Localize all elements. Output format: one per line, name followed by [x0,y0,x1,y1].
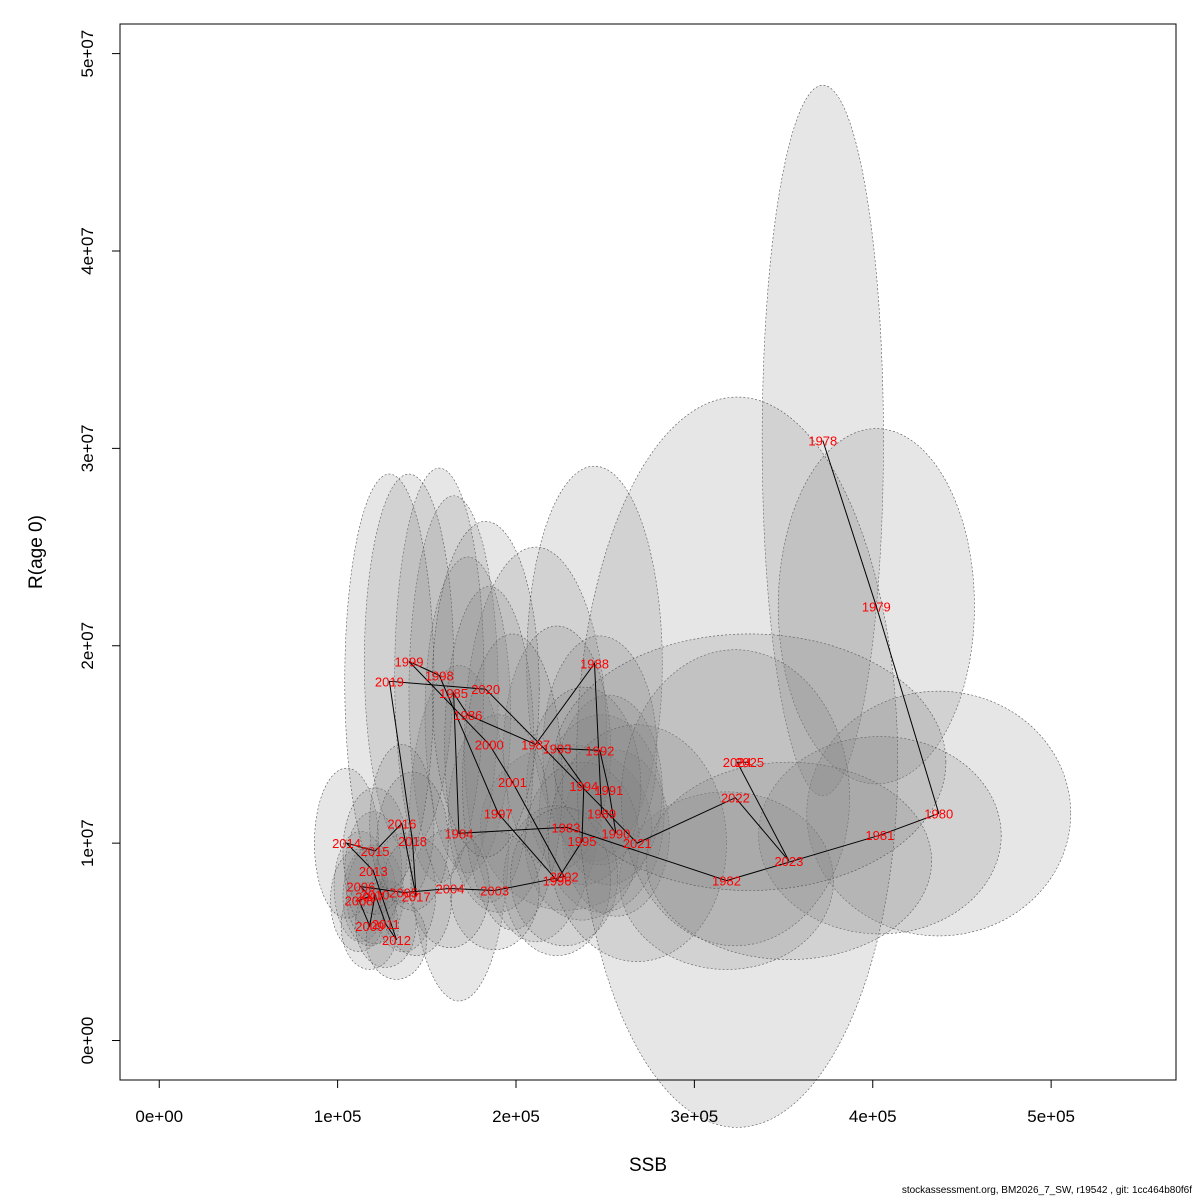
year-label-2003: 2003 [480,884,509,899]
footer-credit: stockassessment.org, BM2026_7_SW, r19542… [901,1185,1192,1196]
year-label-1994: 1994 [569,779,598,794]
x-tick-label: 2e+05 [492,1107,540,1126]
year-label-1997: 1997 [484,807,513,822]
year-label-2000: 2000 [475,737,504,752]
year-label-1981: 1981 [865,828,894,843]
year-label-1985: 1985 [439,686,468,701]
y-tick-label: 4e+07 [78,227,97,275]
year-label-2008: 2008 [345,893,374,908]
year-label-2020: 2020 [471,682,500,697]
year-label-2013: 2013 [359,864,388,879]
year-label-2024: 2024 [723,755,752,770]
x-tick-label: 4e+05 [849,1107,897,1126]
year-label-2011: 2011 [372,917,400,932]
x-tick-label: 5e+05 [1027,1107,1075,1126]
year-label-2023: 2023 [774,854,803,869]
year-label-1993: 1993 [543,741,572,756]
year-label-1992: 1992 [585,743,614,758]
year-label-2005: 2005 [389,885,418,900]
year-label-1999: 1999 [395,655,424,670]
y-tick-label: 2e+07 [78,622,97,670]
y-tick-label: 0e+00 [78,1017,97,1065]
year-label-2015: 2015 [361,844,390,859]
year-label-1996: 1996 [543,874,572,889]
year-label-2016: 2016 [387,816,416,831]
year-label-1978: 1978 [808,433,837,448]
year-label-2009: 2009 [355,919,384,934]
year-label-1989: 1989 [587,807,616,822]
year-label-1995: 1995 [568,834,597,849]
year-label-2006: 2006 [346,880,375,895]
trajectory-lines [344,440,940,941]
year-label-1998: 1998 [425,668,454,683]
x-tick-label: 1e+05 [314,1107,362,1126]
year-label-1987: 1987 [521,737,550,752]
x-axis-title: SSB [629,1155,667,1176]
year-label-1986: 1986 [453,708,482,723]
year-label-2017: 2017 [402,889,431,904]
y-axis-title: R(age 0) [26,515,47,589]
y-axis: 0e+00 1e+07 2e+07 3e+07 4e+07 5e+07 [78,30,121,1065]
year-label-1990: 1990 [601,826,630,841]
year-label-2010: 2010 [361,887,390,902]
year-label-2014: 2014 [332,836,361,851]
ellipse-1978 [761,84,884,797]
year-label-2025: 2025 [735,755,764,770]
x-tick-label: 0e+00 [135,1107,183,1126]
year-label-2001: 2001 [498,775,527,790]
trajectory-line [344,440,940,941]
year-label-2021: 2021 [623,836,652,851]
year-label-1991: 1991 [594,783,623,798]
y-tick-label: 3e+07 [78,424,97,472]
x-axis: 0e+00 1e+05 2e+05 3e+05 4e+05 5e+05 [135,1079,1075,1126]
year-label-1982: 1982 [712,874,741,889]
y-tick-label: 1e+07 [78,819,97,867]
y-tick-label: 5e+07 [78,30,97,78]
year-label-1980: 1980 [924,807,953,822]
year-label-2018: 2018 [398,834,427,849]
year-label-2004: 2004 [436,882,465,897]
year-label-2002: 2002 [550,870,579,885]
year-label-2007: 2007 [355,889,384,904]
year-label-2019: 2019 [375,674,404,689]
ellipse-2017 [380,836,453,956]
year-label-1984: 1984 [444,826,473,841]
x-tick-label: 3e+05 [671,1107,719,1126]
year-label-2022: 2022 [721,791,750,806]
confidence-ellipses [314,84,1072,1128]
year-label-1983: 1983 [551,820,580,835]
year-label-1979: 1979 [862,599,891,614]
year-label-1988: 1988 [580,657,609,672]
year-labels: 1978 1979 1980 1981 1982 1983 1984 1985 1986 1987… [332,433,953,947]
year-label-2012: 2012 [382,933,411,948]
